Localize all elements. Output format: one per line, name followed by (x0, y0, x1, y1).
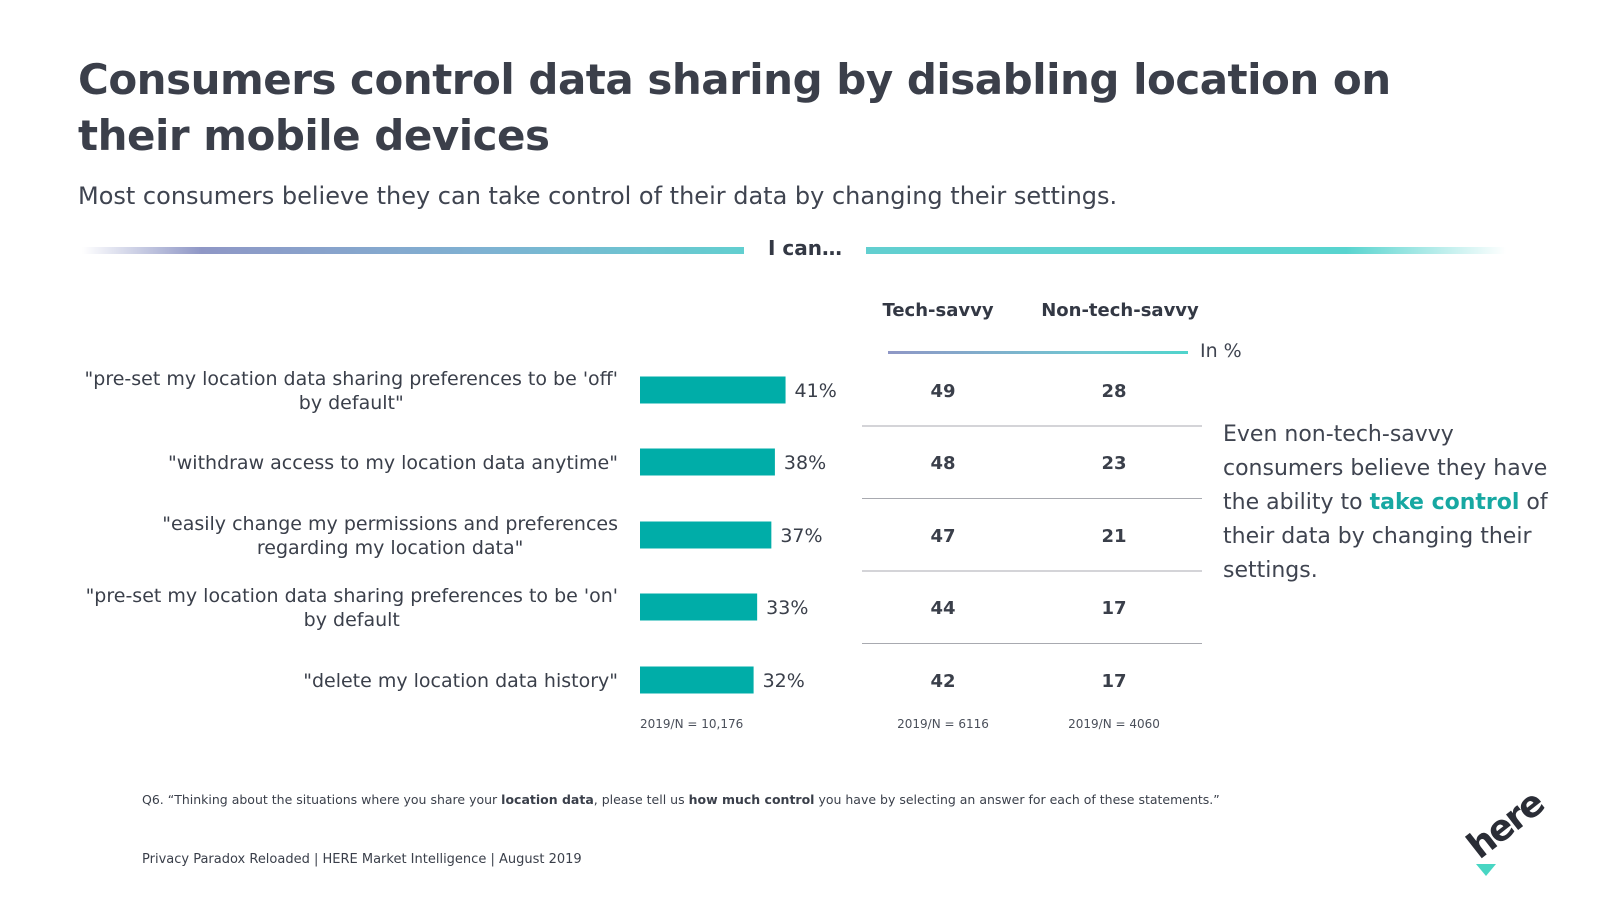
logo-triangle-icon (1476, 864, 1496, 876)
section-divider-left (82, 247, 744, 254)
callout-text-start: Even non-tech-savvy consumers believe th… (1223, 422, 1548, 515)
sample-size-total: 2019/N = 10,176 (640, 717, 743, 731)
category-label-4: by default (304, 609, 400, 631)
tech-savvy-value-2: 48 (930, 453, 955, 474)
tech-savvy-value-3: 47 (930, 526, 955, 547)
here-logo: here (1460, 783, 1568, 880)
bar-2 (640, 448, 775, 476)
bar-3 (640, 521, 772, 549)
bar-value-label-3: 37% (780, 525, 822, 547)
page-title: Consumers control data sharing by disabl… (78, 55, 1391, 160)
column-header-tech-savvy: Tech-savvy (882, 300, 994, 321)
bar-4 (640, 593, 758, 621)
footer-source: Privacy Paradox Reloaded | HERE Market I… (142, 852, 582, 867)
bar-value-label-2: 38% (784, 452, 826, 474)
bar-value-label-5: 32% (763, 670, 805, 692)
category-label-5: "delete my location data history" (303, 670, 618, 692)
category-label-2: "withdraw access to my location data any… (168, 452, 618, 474)
category-label-4: "pre-set my location data sharing prefer… (86, 585, 618, 607)
tech-savvy-value-4: 44 (930, 598, 955, 619)
bar-value-label-4: 33% (766, 597, 808, 619)
category-label-1: "pre-set my location data sharing prefer… (85, 368, 618, 390)
column-header-non-tech-savvy: Non-tech-savvy (1041, 300, 1199, 321)
bar-5 (640, 666, 754, 694)
survey-question: Q6. “Thinking about the situations where… (142, 792, 1442, 807)
non-tech-savvy-value-3: 21 (1101, 526, 1126, 547)
section-label: I can… (768, 236, 842, 260)
callout-text-end: of their data by changing their settings… (1223, 490, 1548, 583)
callout-highlight: take control (1369, 490, 1520, 515)
tech-savvy-value-1: 49 (930, 381, 955, 402)
non-tech-savvy-value-1: 28 (1101, 381, 1126, 402)
non-tech-savvy-value-5: 17 (1101, 671, 1126, 692)
bar-1 (640, 376, 786, 404)
question-part-3: you have by selecting an answer for each… (814, 792, 1220, 807)
section-divider-right (866, 247, 1506, 254)
page-subtitle: Most consumers believe they can take con… (78, 182, 1118, 210)
non-tech-savvy-value-4: 17 (1101, 598, 1126, 619)
category-label-3: regarding my location data" (257, 537, 524, 559)
question-part-1: Q6. “Thinking about the situations where… (142, 792, 502, 807)
question-part-2: , please tell us (593, 792, 689, 807)
bar-value-label-1: 41% (795, 380, 837, 402)
column-header-underline (888, 351, 1188, 354)
unit-label: In % (1200, 340, 1242, 362)
callout-text: Even non-tech-savvy consumers believe th… (1223, 418, 1553, 588)
tech-savvy-value-5: 42 (930, 671, 955, 692)
question-bold-1: location data (501, 792, 594, 807)
sample-size-non-tech-savvy: 2019/N = 4060 (1068, 717, 1160, 731)
category-label-3: "easily change my permissions and prefer… (162, 513, 618, 535)
question-bold-2: how much control (688, 792, 815, 807)
sample-size-tech-savvy: 2019/N = 6116 (897, 717, 989, 731)
category-label-1: by default" (299, 392, 404, 414)
non-tech-savvy-value-2: 23 (1101, 453, 1126, 474)
